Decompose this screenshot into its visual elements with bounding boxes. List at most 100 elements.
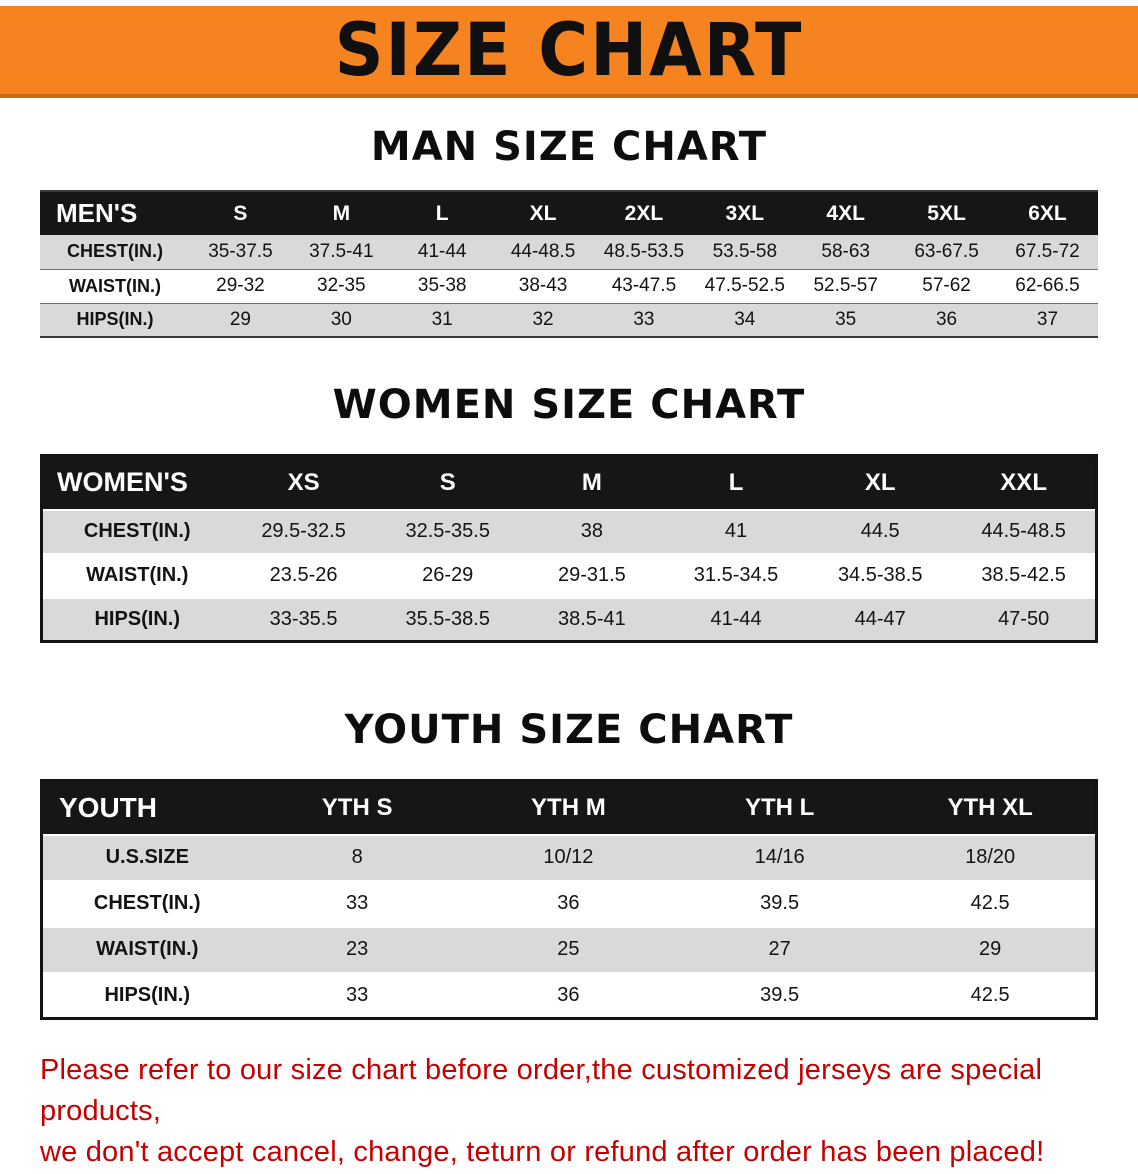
size-value-cell: 31 [431, 308, 453, 330]
row-label: CHEST(IN.) [83, 520, 191, 542]
size-value-cell: 52.5-57 [813, 275, 878, 296]
size-value-cell: 38-43 [518, 275, 568, 296]
women-size-table: WOMEN'S XS S M L XL XXL CHEST(IN.) 29.5-32.5 32.5… [40, 454, 1098, 643]
size-value-cell: 36 [557, 892, 580, 914]
row-label: WAIST(IN.) [86, 564, 189, 586]
measurement-row: CHEST(IN.) 29.5-32.5 32.5-35.5 38 41 44.5 44.5… [41, 509, 1097, 554]
size-column-header: 4XL [795, 191, 897, 235]
size-value-cell: 31.5-34.5 [693, 564, 779, 586]
measurement-row: CHEST(IN.) 33 36 39.5 42.5 [41, 880, 1097, 927]
size-value-cell: 48.5-53.5 [603, 240, 685, 262]
size-value-cell: 44.5-48.5 [981, 520, 1066, 542]
size-column-header: L [663, 455, 809, 510]
row-label: U.S.SIZE [105, 846, 189, 868]
size-value-cell: 38 [580, 520, 604, 542]
size-value-cell: 36 [935, 308, 958, 330]
size-column-header: XS [231, 455, 376, 510]
table-title-cell: YOUTH [41, 780, 252, 835]
size-value-cell: 35.5-38.5 [405, 607, 490, 630]
size-value-cell: 37 [1036, 308, 1059, 330]
measurement-row: HIPS(IN.) 33-35.5 35.5-38.5 38.5-41 41-44 44-… [41, 597, 1097, 642]
size-value-cell: 8 [351, 846, 363, 868]
size-column-header: YTH S [251, 780, 463, 835]
size-column-header: YTH XL [885, 780, 1097, 835]
measurement-row: WAIST(IN.) 23.5-26 26-29 29-31.5 31.5-34.5 34… [41, 553, 1097, 598]
size-value-cell: 37.5-41 [309, 240, 374, 262]
size-value-cell: 44.5 [860, 520, 900, 542]
size-value-cell: 38.5-42.5 [981, 564, 1066, 586]
size-value-cell: 34 [734, 308, 756, 330]
size-value-cell: 10/12 [543, 846, 594, 868]
women-size-section: WOMEN SIZE CHART WOMEN'S XS S M L XL XXL CHEST(… [0, 382, 1138, 643]
size-column-header: M [290, 191, 392, 235]
size-value-cell: 36 [557, 983, 580, 1006]
row-label: HIPS(IN.) [104, 983, 191, 1006]
size-value-cell: 30 [330, 308, 352, 330]
size-value-cell: 29.5-32.5 [261, 520, 346, 542]
row-label: CHEST(IN.) [93, 892, 201, 914]
size-value-cell: 43-47.5 [611, 275, 677, 296]
size-column-header: 2XL [593, 191, 695, 235]
row-label: HIPS(IN.) [76, 309, 154, 330]
disclaimer: Please refer to our size chart before or… [40, 1050, 1112, 1174]
measurement-row: HIPS(IN.) 29 30 31 32 33 34 35 36 37 [40, 303, 1098, 337]
table-header-row: YOUTH YTH S YTH M YTH L YTH XL [41, 780, 1097, 835]
men-section-heading: MAN SIZE CHART [370, 124, 768, 170]
size-value-cell: 32 [532, 308, 554, 330]
size-value-cell: 35 [835, 308, 857, 330]
size-value-cell: 42.5 [970, 983, 1010, 1006]
size-value-cell: 33-35.5 [269, 607, 338, 630]
size-value-cell: 29-31.5 [557, 564, 626, 586]
size-value-cell: 18/20 [965, 846, 1016, 868]
table-title-cell: WOMEN'S [41, 455, 232, 510]
size-value-cell: 25 [557, 938, 580, 960]
measurement-row: CHEST(IN.) 35-37.5 37.5-41 41-44 44-48.5 48.5… [40, 235, 1098, 269]
size-value-cell: 35-38 [417, 275, 467, 296]
disclaimer-line-1: Please refer to our size chart before or… [40, 1054, 1043, 1128]
page-title: SIZE CHART [334, 7, 804, 93]
size-value-cell: 32-35 [317, 275, 366, 296]
size-value-cell: 44-48.5 [510, 240, 576, 262]
women-section-heading: WOMEN SIZE CHART [332, 382, 806, 428]
row-label: CHEST(IN.) [67, 241, 163, 262]
size-value-cell: 47.5-52.5 [704, 275, 785, 296]
size-value-cell: 29 [979, 938, 1002, 960]
size-value-cell: 23.5-26 [269, 564, 338, 586]
table-header-row: WOMEN'S XS S M L XL XXL [41, 455, 1097, 510]
men-size-table: MEN'S S M L XL 2XL 3XL 4XL 5XL 6XL CHEST(IN.) 35-37… [40, 190, 1098, 338]
measurement-row: WAIST(IN.) 29-32 32-35 35-38 38-43 43-47.5 47.… [40, 269, 1098, 303]
size-value-cell: 67.5-72 [1015, 240, 1080, 262]
size-value-cell: 38.5-41 [557, 607, 626, 630]
size-value-cell: 23 [346, 938, 369, 960]
measurement-row: WAIST(IN.) 23 25 27 29 [41, 926, 1097, 973]
size-value-cell: 14/16 [754, 846, 805, 868]
size-value-cell: 62-66.5 [1015, 275, 1080, 296]
table-header-row: MEN'S S M L XL 2XL 3XL 4XL 5XL 6XL [40, 191, 1098, 235]
size-column-header: 5XL [896, 191, 997, 235]
row-label: WAIST(IN.) [96, 938, 199, 960]
disclaimer-line-2: we don't accept cancel, change, teturn o… [40, 1136, 1045, 1169]
youth-section-heading: YOUTH SIZE CHART [344, 707, 794, 753]
size-value-cell: 44-47 [854, 607, 906, 630]
size-column-header: S [190, 191, 291, 235]
size-value-cell: 39.5 [760, 983, 800, 1006]
size-value-cell: 29-32 [216, 275, 265, 296]
size-value-cell: 32.5-35.5 [405, 520, 490, 542]
table-title-cell: MEN'S [40, 191, 190, 235]
size-column-header: YTH M [462, 780, 674, 835]
row-label: HIPS(IN.) [94, 607, 181, 630]
size-value-cell: 27 [768, 938, 791, 960]
measurement-row: U.S.SIZE 8 10/12 14/16 18/20 [41, 834, 1097, 881]
size-value-cell: 63-67.5 [914, 240, 979, 262]
size-value-cell: 47-50 [998, 607, 1050, 630]
youth-size-section: YOUTH SIZE CHART YOUTH YTH S YTH M YTH L YTH… [0, 707, 1138, 1020]
row-label: WAIST(IN.) [69, 275, 161, 296]
size-value-cell: 53.5-58 [712, 240, 778, 262]
size-column-header: 6XL [997, 191, 1098, 235]
size-column-header: S [375, 455, 520, 510]
size-value-cell: 57-62 [922, 275, 971, 296]
youth-size-table: YOUTH YTH S YTH M YTH L YTH XL U.S.SIZE 8 10/12… [40, 779, 1098, 1020]
size-value-cell: 34.5-38.5 [837, 564, 923, 586]
size-column-header: 3XL [694, 191, 796, 235]
measurement-row: HIPS(IN.) 33 36 39.5 42.5 [41, 972, 1097, 1019]
